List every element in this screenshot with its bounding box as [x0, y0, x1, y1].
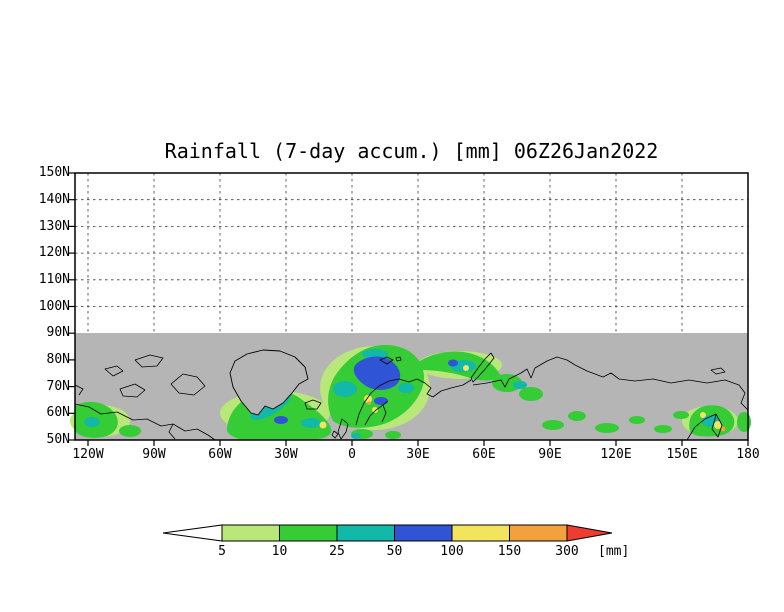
colorbar-unit-label: [mm] — [598, 544, 630, 559]
rain-blob — [737, 412, 751, 432]
rain-blob — [81, 407, 101, 419]
rain-blob — [374, 397, 388, 405]
lon-tick-label: 30E — [406, 447, 430, 462]
colorbar-tick-label: 25 — [329, 544, 345, 559]
lat-tick-label: 80N — [46, 352, 70, 367]
colorbar — [162, 524, 613, 542]
lat-tick-label: 150N — [38, 165, 70, 180]
rain-blob — [364, 395, 372, 403]
page-title: Rainfall (7-day accum.) [mm] 06Z26Jan202… — [164, 139, 659, 163]
rain-blob — [333, 381, 357, 397]
lon-tick-label: 120W — [72, 447, 104, 462]
colorbar-over-arrow — [566, 524, 613, 542]
lat-tick-label: 50N — [46, 432, 70, 447]
colorbar-segment — [221, 524, 280, 542]
lat-tick-label: 120N — [38, 245, 70, 260]
rain-blob — [301, 418, 321, 428]
colorbar-segment — [394, 524, 453, 542]
rain-blob — [119, 425, 141, 437]
lat-tick-label: 70N — [46, 379, 70, 394]
rain-blob — [319, 421, 327, 429]
rain-blob — [654, 425, 672, 433]
gridlines — [75, 173, 748, 333]
colorbar-tick-label: 100 — [440, 544, 464, 559]
lon-tick-label: 60W — [208, 447, 232, 462]
colorbar-segment — [279, 524, 338, 542]
lon-tick-label: 60E — [472, 447, 496, 462]
greenland-landmass — [229, 349, 309, 416]
lat-tick-label: 130N — [38, 219, 70, 234]
rain-blob — [595, 423, 619, 433]
colorbar-tick-label: 150 — [497, 544, 522, 559]
rain-blob — [542, 420, 564, 430]
rain-shading-100-150 — [319, 365, 722, 429]
rain-blob — [362, 349, 388, 359]
rain-blob — [673, 411, 689, 419]
rain-blob — [568, 411, 586, 421]
rain-blob — [720, 426, 726, 432]
rain-blob — [84, 417, 100, 427]
colorbar-tick-label: 50 — [386, 544, 403, 559]
lon-tick-label: 120E — [600, 447, 632, 462]
lat-tick-label: 90N — [46, 325, 70, 340]
coastlines — [74, 352, 749, 441]
lat-tick-label: 110N — [38, 272, 70, 287]
colorbar-tick-label: 5 — [218, 544, 226, 559]
lat-tick-label: 60N — [46, 405, 70, 420]
lon-tick-label: 0 — [348, 447, 356, 462]
rain-blob — [714, 421, 722, 429]
rain-blob — [274, 416, 288, 424]
colorbar-tick-label: 300 — [555, 544, 579, 559]
colorbar-tick-label: 10 — [271, 544, 288, 559]
rain-blob — [367, 401, 371, 405]
lat-tick-label: 100N — [38, 299, 70, 314]
rain-blob — [372, 407, 378, 413]
rain-blob — [463, 365, 469, 371]
rain-blob — [629, 416, 645, 424]
rain-blob — [513, 381, 527, 389]
rain-blob — [351, 433, 361, 439]
map-plot — [69, 172, 751, 446]
lon-tick-label: 30W — [274, 447, 298, 462]
colorbar-under-arrow — [162, 524, 223, 542]
rain-blob — [519, 387, 543, 401]
rain-blob — [398, 383, 414, 393]
rain-shading-150-300 — [367, 401, 726, 432]
lon-tick-label: 90E — [538, 447, 562, 462]
rain-blob — [700, 412, 706, 418]
plot-frame — [74, 172, 749, 441]
lat-tick-label: 140N — [38, 192, 70, 207]
colorbar-segment — [336, 524, 395, 542]
colorbar-segment — [509, 524, 568, 542]
lon-tick-label: 180 — [736, 447, 760, 462]
lon-tick-label: 90W — [142, 447, 166, 462]
lon-tick-label: 150E — [666, 447, 698, 462]
rain-blob — [448, 359, 458, 367]
colorbar-segment — [451, 524, 510, 542]
axis-ticks — [69, 172, 749, 446]
rain-blob — [385, 431, 401, 439]
